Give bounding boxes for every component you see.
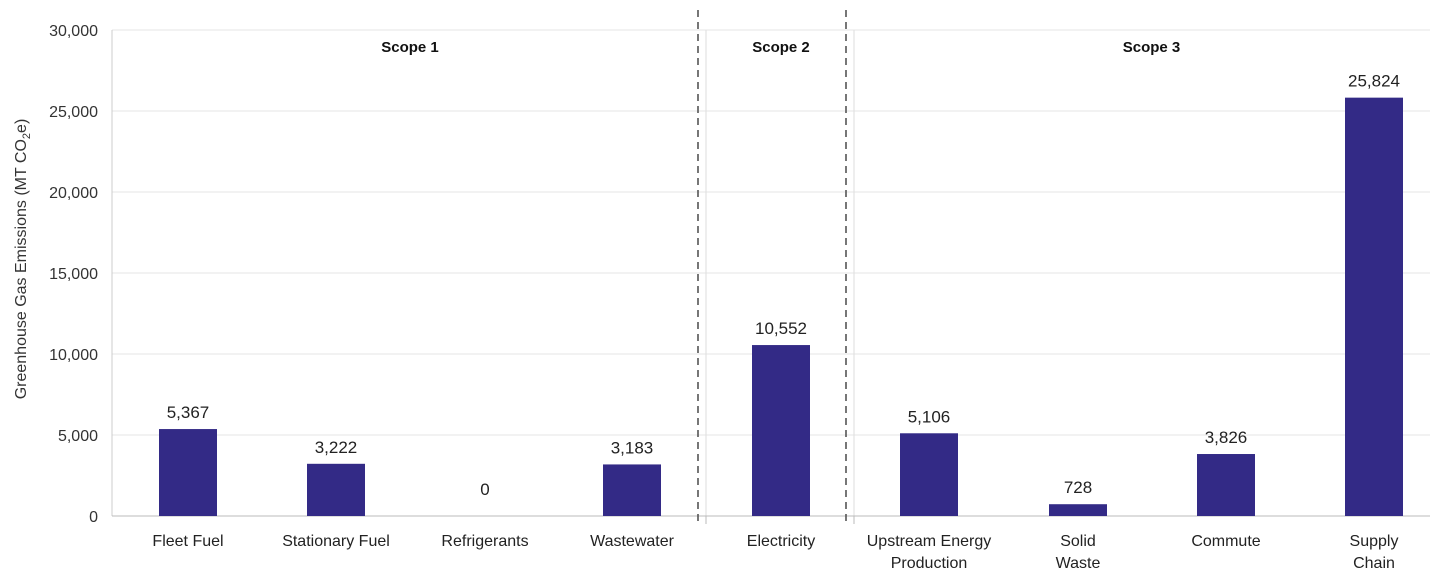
x-tick-label: Stationary Fuel bbox=[282, 533, 390, 550]
x-tick-label: Supply Chain bbox=[1350, 533, 1399, 571]
y-tick-label: 25,000 bbox=[49, 104, 98, 121]
y-tick-label: 15,000 bbox=[49, 266, 98, 283]
data-label: 0 bbox=[480, 480, 489, 499]
y-tick-label: 5,000 bbox=[58, 428, 98, 445]
bar bbox=[1345, 97, 1403, 517]
y-tick-label: 30,000 bbox=[49, 23, 98, 40]
data-label: 25,824 bbox=[1348, 72, 1400, 91]
scope-label: Scope 3 bbox=[1123, 39, 1181, 56]
bar bbox=[307, 463, 365, 516]
scope-label: Scope 1 bbox=[381, 39, 439, 56]
data-label: 3,222 bbox=[315, 438, 358, 457]
y-tick-label: 0 bbox=[89, 509, 98, 526]
bar bbox=[603, 464, 661, 516]
bar bbox=[1197, 454, 1255, 516]
bar bbox=[752, 345, 810, 516]
x-tick-label: Commute bbox=[1191, 533, 1260, 550]
x-tick-label: Refrigerants bbox=[441, 533, 528, 550]
x-tick-label: Electricity bbox=[747, 533, 815, 550]
bar bbox=[1049, 504, 1107, 516]
data-label: 5,367 bbox=[167, 403, 210, 422]
bar bbox=[159, 429, 217, 516]
x-tick-label: Fleet Fuel bbox=[152, 533, 223, 550]
data-label: 3,183 bbox=[611, 438, 654, 457]
bar bbox=[900, 433, 958, 516]
data-label: 10,552 bbox=[755, 319, 807, 338]
x-tick-label: Upstream Energy Production bbox=[867, 533, 992, 571]
data-label: 728 bbox=[1064, 478, 1092, 497]
y-axis-title: Greenhouse Gas Emissions (MT CO2e) bbox=[13, 119, 33, 400]
scope-label: Scope 2 bbox=[752, 39, 810, 56]
data-label: 5,106 bbox=[908, 407, 951, 426]
y-tick-label: 20,000 bbox=[49, 185, 98, 202]
y-tick-label: 10,000 bbox=[49, 347, 98, 364]
x-tick-label: Solid Waste bbox=[1056, 533, 1101, 571]
data-label: 3,826 bbox=[1205, 428, 1248, 447]
x-tick-label: Wastewater bbox=[590, 533, 675, 550]
